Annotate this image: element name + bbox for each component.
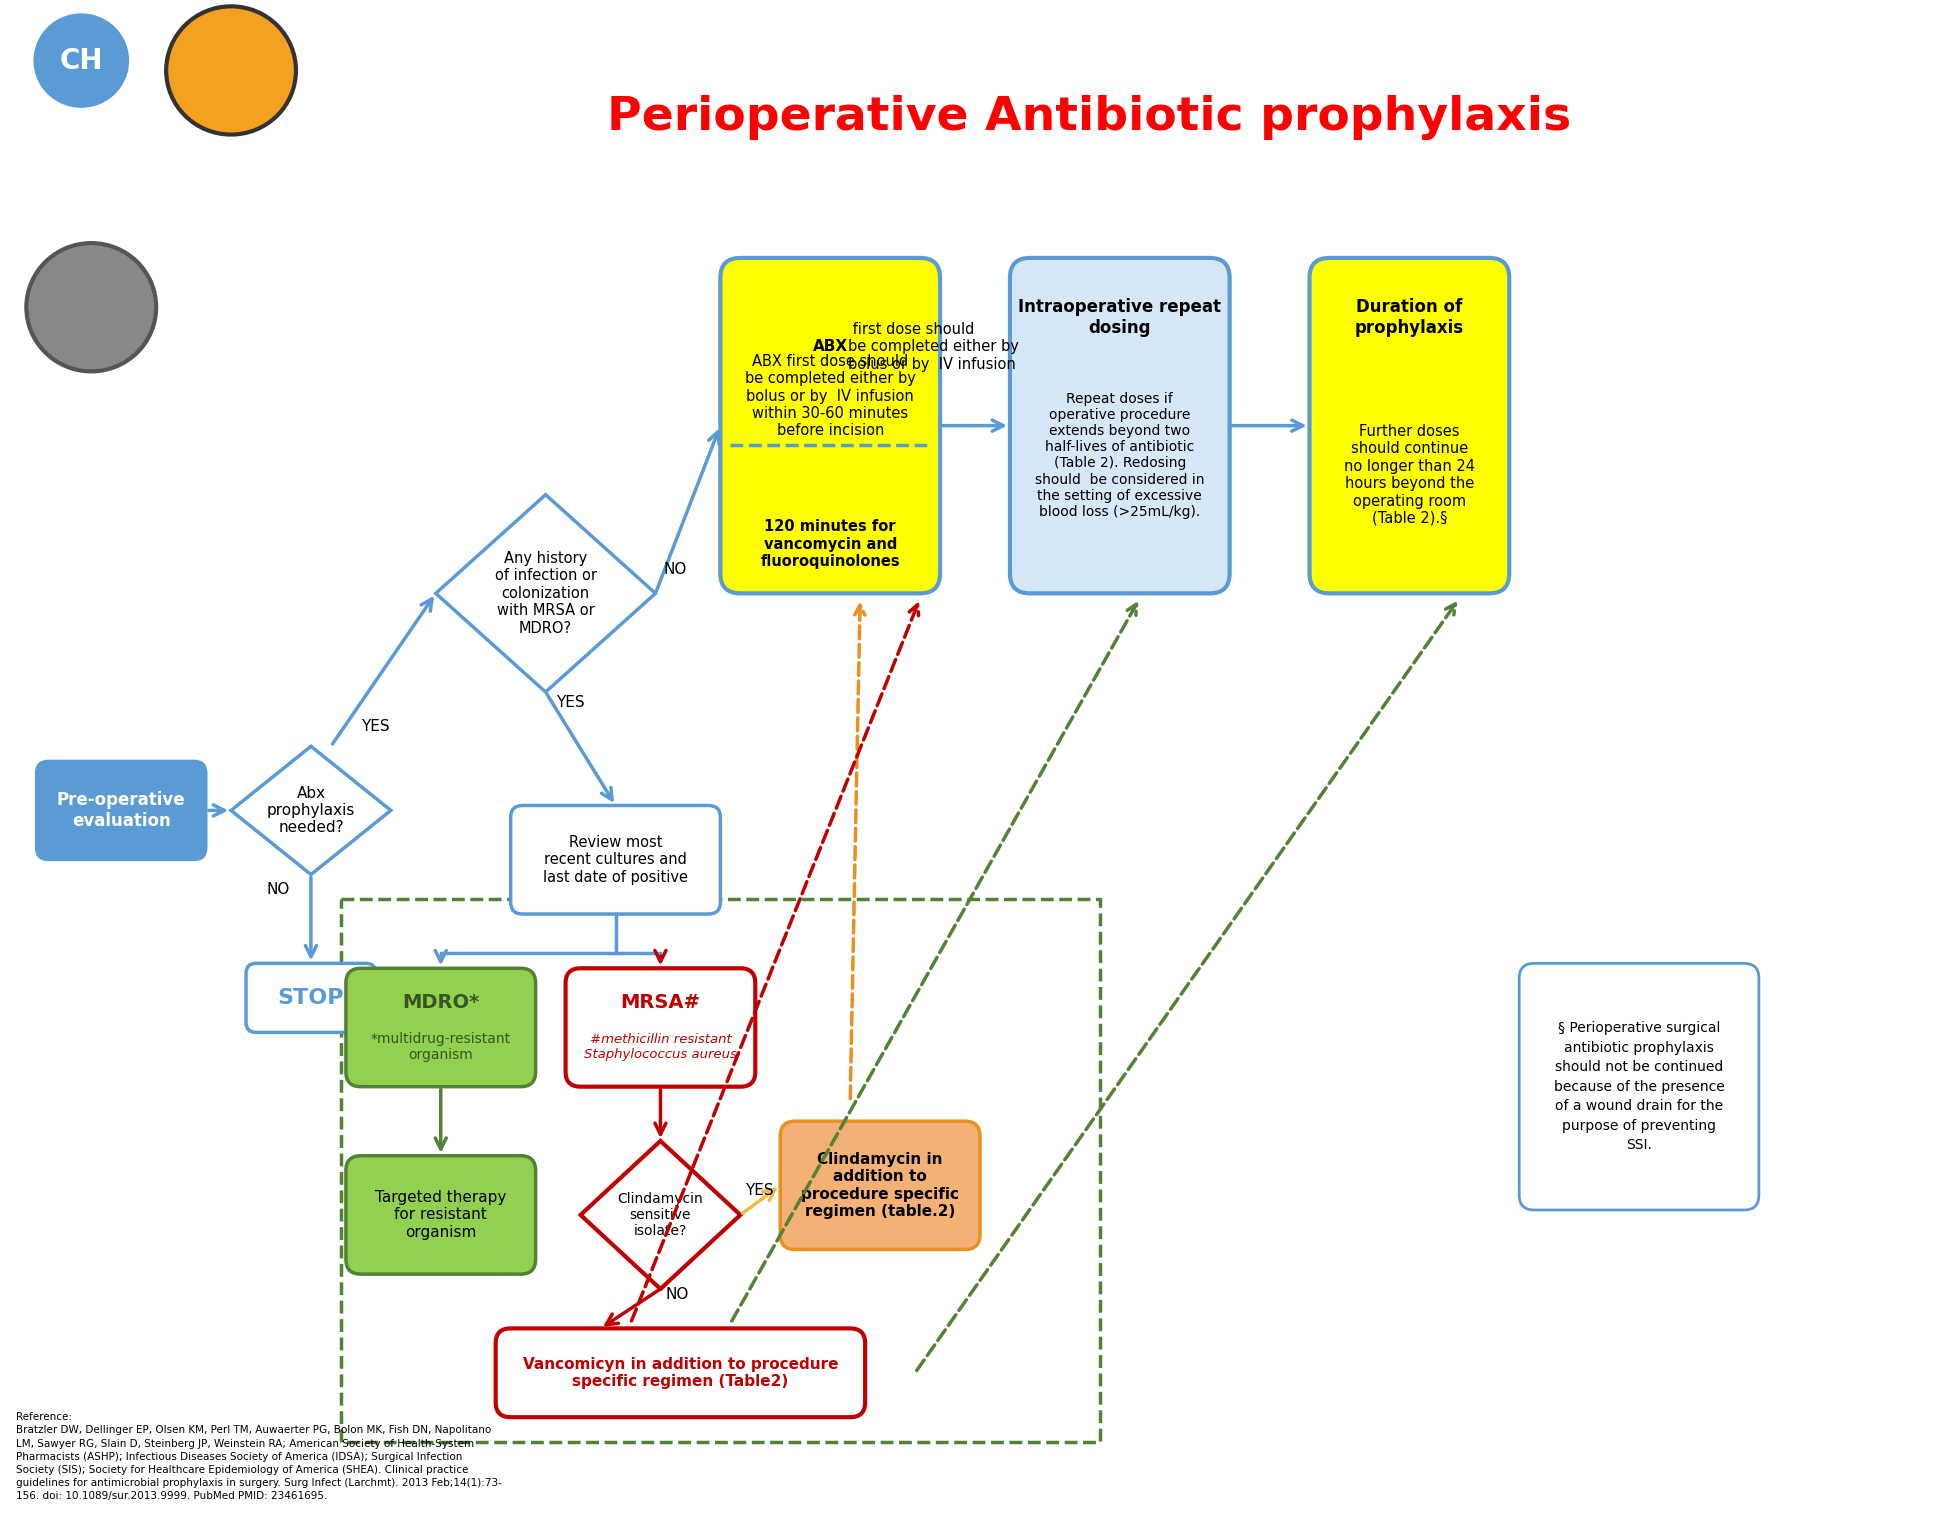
Text: Further doses
should continue
no longer than 24
hours beyond the
operating room
: Further doses should continue no longer …	[1345, 423, 1475, 525]
Text: NO: NO	[666, 1287, 689, 1302]
FancyBboxPatch shape	[37, 762, 206, 860]
FancyBboxPatch shape	[780, 1121, 981, 1249]
Text: Vancomicyn in addition to procedure
specific regimen (Table2): Vancomicyn in addition to procedure spec…	[523, 1357, 839, 1389]
Text: 120 minutes for
vancomycin and
fluoroquinolones: 120 minutes for vancomycin and fluoroqui…	[761, 519, 899, 570]
FancyBboxPatch shape	[1520, 964, 1759, 1209]
Text: ABX: ABX	[813, 340, 848, 355]
Text: ABX first dose should
be completed either by
bolus or by  IV infusion
within 30-: ABX first dose should be completed eithe…	[745, 353, 917, 439]
FancyBboxPatch shape	[720, 257, 940, 594]
Circle shape	[27, 244, 156, 372]
Text: MRSA#: MRSA#	[621, 993, 701, 1013]
FancyBboxPatch shape	[245, 964, 376, 1033]
Polygon shape	[436, 495, 656, 691]
Text: *multidrug-resistant
organism: *multidrug-resistant organism	[370, 1033, 510, 1063]
Text: Clindamycin in
addition to
procedure specific
regimen (table.2): Clindamycin in addition to procedure spe…	[802, 1151, 959, 1218]
Circle shape	[31, 11, 130, 110]
Circle shape	[165, 6, 296, 134]
Text: Duration of
prophylaxis: Duration of prophylaxis	[1354, 297, 1463, 337]
Text: YES: YES	[557, 694, 584, 710]
FancyBboxPatch shape	[566, 969, 755, 1087]
Text: Perioperative Antibiotic prophylaxis: Perioperative Antibiotic prophylaxis	[607, 94, 1572, 140]
FancyBboxPatch shape	[346, 1156, 535, 1275]
Text: Repeat doses if
operative procedure
extends beyond two
half-lives of antibiotic
: Repeat doses if operative procedure exte…	[1035, 391, 1205, 519]
Polygon shape	[232, 746, 391, 874]
Text: Pre-operative
evaluation: Pre-operative evaluation	[56, 790, 185, 830]
Text: Targeted therapy
for resistant
organism: Targeted therapy for resistant organism	[376, 1189, 506, 1240]
FancyBboxPatch shape	[1010, 257, 1230, 594]
Text: YES: YES	[360, 719, 389, 734]
Text: YES: YES	[745, 1183, 775, 1199]
Text: § Perioperative surgical
antibiotic prophylaxis
should not be continued
because : § Perioperative surgical antibiotic prop…	[1553, 1022, 1724, 1153]
Polygon shape	[580, 1141, 739, 1288]
FancyBboxPatch shape	[510, 806, 720, 914]
Text: #methicillin resistant
Staphylococcus aureus: #methicillin resistant Staphylococcus au…	[584, 1033, 738, 1062]
Text: NO: NO	[267, 882, 290, 897]
Text: CH: CH	[60, 47, 103, 75]
Text: Review most
recent cultures and
last date of positive: Review most recent cultures and last dat…	[543, 835, 689, 885]
FancyBboxPatch shape	[1310, 257, 1510, 594]
FancyBboxPatch shape	[496, 1328, 866, 1418]
Text: first dose should
be completed either by
bolus or by  IV infusion: first dose should be completed either by…	[848, 321, 1020, 372]
Text: Abx
prophylaxis
needed?: Abx prophylaxis needed?	[267, 786, 354, 835]
Text: NO: NO	[664, 562, 687, 577]
FancyBboxPatch shape	[346, 969, 535, 1087]
Text: Intraoperative repeat
dosing: Intraoperative repeat dosing	[1018, 297, 1222, 337]
Text: Reference:
Bratzler DW, Dellinger EP, Olsen KM, Perl TM, Auwaerter PG, Bolon MK,: Reference: Bratzler DW, Dellinger EP, Ol…	[16, 1412, 502, 1502]
Text: MDRO*: MDRO*	[403, 993, 479, 1013]
Text: Clindamycin
sensitive
isolate?: Clindamycin sensitive isolate?	[617, 1191, 703, 1238]
Text: STOP: STOP	[278, 988, 344, 1008]
Text: Any history
of infection or
colonization
with MRSA or
MDRO?: Any history of infection or colonization…	[494, 551, 597, 635]
